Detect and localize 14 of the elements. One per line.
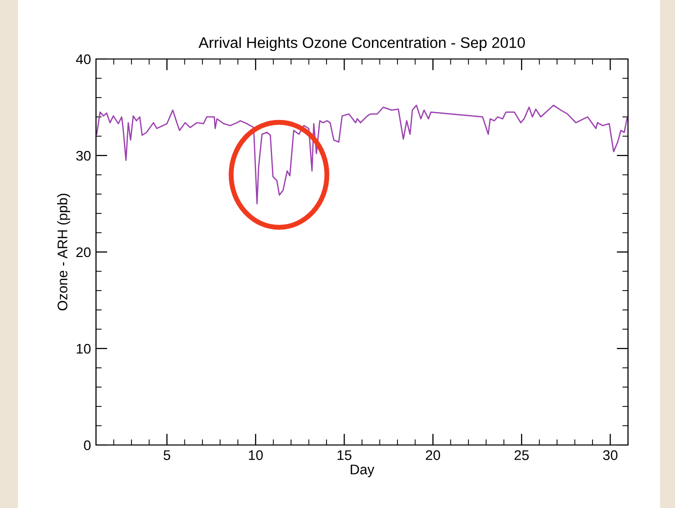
y-tick-label: 40	[76, 54, 91, 64]
x-tick-label: 15	[338, 450, 352, 460]
x-tick-label: 25	[514, 450, 529, 460]
x-tick-label: 30	[603, 450, 618, 460]
chart-title: Arrival Heights Ozone Concentration - Sep 2010	[198, 36, 525, 52]
y-tick-label: 20	[76, 247, 91, 258]
x-axis-title: Day	[350, 464, 374, 478]
x-tick-label: 5	[164, 450, 170, 460]
y-axis-title: Ozone - ARH (ppb)	[57, 194, 70, 310]
y-tick-label: 10	[76, 344, 91, 354]
x-tick-label: 10	[248, 450, 263, 460]
y-tick-label: 0	[84, 440, 91, 450]
x-tick-label: 20	[426, 450, 440, 460]
y-tick-label: 30	[76, 150, 91, 161]
